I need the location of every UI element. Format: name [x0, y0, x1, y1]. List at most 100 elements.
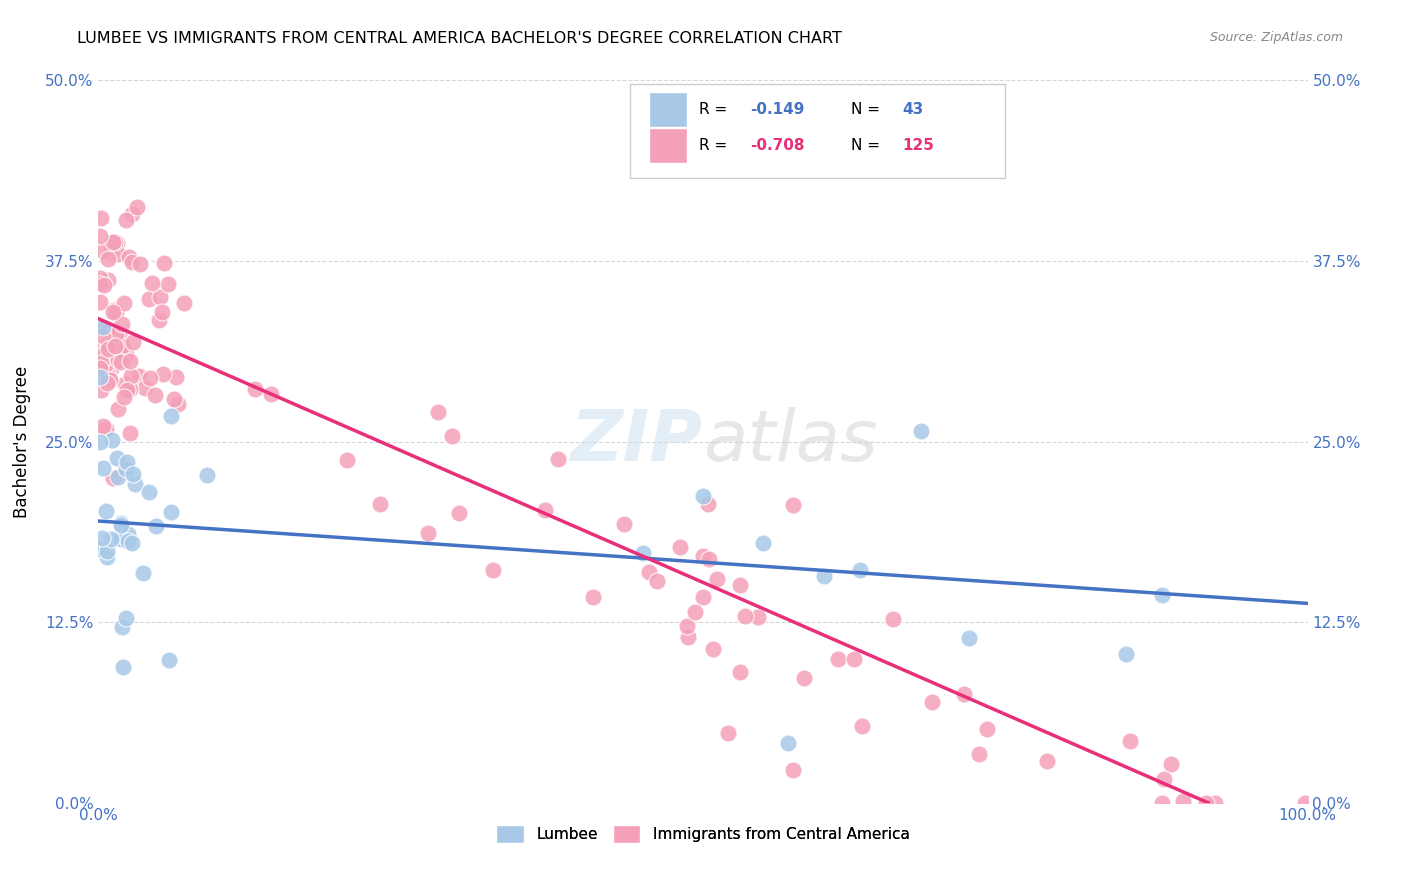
Point — [706, 573, 728, 587]
Point — [782, 763, 804, 777]
Point — [94, 504, 117, 518]
Point — [851, 719, 873, 733]
Point — [105, 327, 128, 342]
Point — [89, 361, 111, 376]
Text: -0.149: -0.149 — [751, 102, 804, 117]
Text: Source: ZipAtlas.com: Source: ZipAtlas.com — [1209, 31, 1343, 45]
Point — [150, 304, 173, 318]
Point — [100, 373, 122, 387]
Point — [96, 550, 118, 565]
Point — [98, 369, 121, 384]
Point — [692, 591, 714, 605]
Point — [440, 429, 463, 443]
Text: atlas: atlas — [703, 407, 877, 476]
Point — [96, 376, 118, 391]
Point — [717, 726, 740, 740]
Point — [103, 303, 125, 318]
Point — [111, 317, 134, 331]
Point — [97, 273, 120, 287]
Point — [111, 659, 134, 673]
Point — [115, 213, 138, 227]
Point — [89, 294, 111, 309]
Point — [613, 516, 636, 531]
Point — [683, 606, 706, 620]
Text: ZIP: ZIP — [571, 407, 703, 476]
Point — [1153, 772, 1175, 786]
Point — [98, 245, 121, 260]
Point — [110, 338, 132, 352]
Point — [107, 353, 129, 368]
Point — [631, 546, 654, 560]
Point — [128, 368, 150, 383]
Point — [134, 380, 156, 394]
Point — [115, 383, 138, 397]
Point — [418, 525, 440, 540]
Point — [336, 453, 359, 467]
Point — [645, 574, 668, 589]
Point — [101, 433, 124, 447]
Point — [89, 277, 111, 291]
Point — [121, 254, 143, 268]
Point — [145, 388, 167, 402]
Point — [121, 207, 143, 221]
Point — [101, 305, 124, 319]
Point — [782, 499, 804, 513]
Text: 125: 125 — [903, 137, 935, 153]
Point — [93, 461, 115, 475]
Point — [153, 256, 176, 270]
Point — [813, 569, 835, 583]
FancyBboxPatch shape — [630, 84, 1005, 178]
Point — [107, 246, 129, 260]
Point — [89, 370, 111, 384]
Point — [482, 563, 505, 577]
Point — [260, 386, 283, 401]
Point — [728, 578, 751, 592]
Point — [195, 468, 218, 483]
Point — [89, 229, 111, 244]
Point — [89, 434, 111, 449]
Point — [90, 542, 112, 557]
Point — [115, 462, 138, 476]
Point — [94, 321, 117, 335]
Text: N =: N = — [851, 102, 884, 117]
Point — [120, 368, 142, 383]
Point — [101, 471, 124, 485]
Point — [118, 425, 141, 440]
Point — [112, 295, 135, 310]
Point — [97, 342, 120, 356]
Point — [110, 516, 132, 530]
Point — [1118, 733, 1140, 747]
Point — [96, 324, 118, 338]
Point — [793, 671, 815, 685]
Point — [105, 236, 128, 251]
Point — [976, 723, 998, 737]
Point — [91, 531, 114, 545]
Point — [107, 327, 129, 342]
Point — [115, 455, 138, 469]
Point — [124, 476, 146, 491]
Point — [696, 497, 718, 511]
Point — [1294, 796, 1316, 810]
Point — [111, 620, 134, 634]
Text: 43: 43 — [903, 102, 924, 117]
Point — [533, 502, 555, 516]
Point — [156, 277, 179, 291]
Point — [447, 506, 470, 520]
Point — [91, 328, 114, 343]
Point — [1173, 794, 1195, 808]
Point — [100, 532, 122, 546]
Point — [692, 549, 714, 563]
Point — [957, 632, 980, 646]
Point — [96, 543, 118, 558]
Point — [90, 356, 112, 370]
Point — [117, 527, 139, 541]
Point — [89, 270, 111, 285]
Text: -0.708: -0.708 — [751, 137, 804, 153]
Point — [547, 451, 569, 466]
Point — [121, 536, 143, 550]
Point — [105, 305, 128, 319]
Point — [676, 630, 699, 644]
Point — [148, 313, 170, 327]
Point — [827, 651, 849, 665]
Point — [747, 610, 769, 624]
